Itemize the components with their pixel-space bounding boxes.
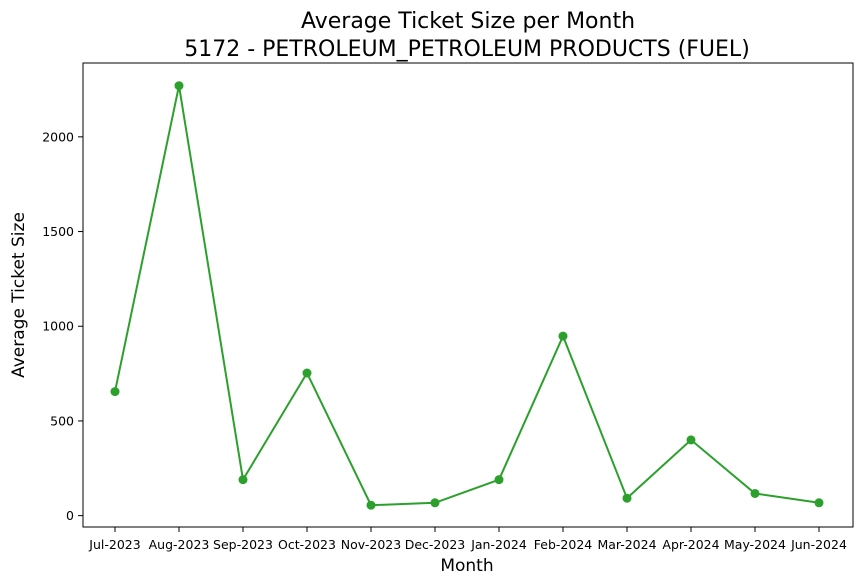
chart-title: Average Ticket Size per Month <box>301 9 635 34</box>
chart-subtitle: 5172 - PETROLEUM_PETROLEUM PRODUCTS (FUE… <box>184 37 750 62</box>
series-line <box>114 85 820 507</box>
x-tick-label: Jan-2024 <box>470 537 527 552</box>
data-point <box>622 493 632 503</box>
y-tick-label: 500 <box>50 413 74 428</box>
x-tick-label: Jul-2023 <box>88 537 140 552</box>
plot-area <box>82 62 854 528</box>
data-point <box>302 368 312 378</box>
x-tick-label: Aug-2023 <box>149 537 210 552</box>
x-tick-label: Mar-2024 <box>597 537 656 552</box>
x-axis: Jul-2023 Aug-2023 Sep-2023 Oct-2023 Nov-2023… <box>88 527 847 552</box>
data-point <box>238 475 248 485</box>
x-tick-label: Jun-2024 <box>790 537 847 552</box>
data-point <box>110 387 120 397</box>
data-point <box>366 500 376 510</box>
y-axis: 0 500 1000 1500 2000 <box>42 129 83 523</box>
x-tick-label: Oct-2023 <box>278 537 336 552</box>
data-point <box>174 81 184 91</box>
y-tick-label: 0 <box>66 508 74 523</box>
data-point <box>494 475 504 485</box>
x-tick-label: Apr-2024 <box>662 537 719 552</box>
y-tick-label: 1000 <box>42 319 74 334</box>
data-point <box>430 498 440 508</box>
x-tick-label: Sep-2023 <box>213 537 273 552</box>
x-tick-label: Feb-2024 <box>534 537 593 552</box>
y-tick-label: 1500 <box>42 224 74 239</box>
y-axis-label: Average Ticket Size <box>9 212 29 378</box>
y-tick-label: 2000 <box>42 129 74 144</box>
data-point <box>686 435 696 445</box>
x-tick-label: May-2024 <box>724 537 786 552</box>
series-points <box>110 81 824 510</box>
data-point <box>558 331 568 341</box>
x-tick-label: Dec-2023 <box>405 537 466 552</box>
x-axis-label: Month <box>440 556 493 576</box>
x-tick-label: Nov-2023 <box>341 537 401 552</box>
data-point <box>814 498 824 508</box>
data-point <box>750 488 760 498</box>
